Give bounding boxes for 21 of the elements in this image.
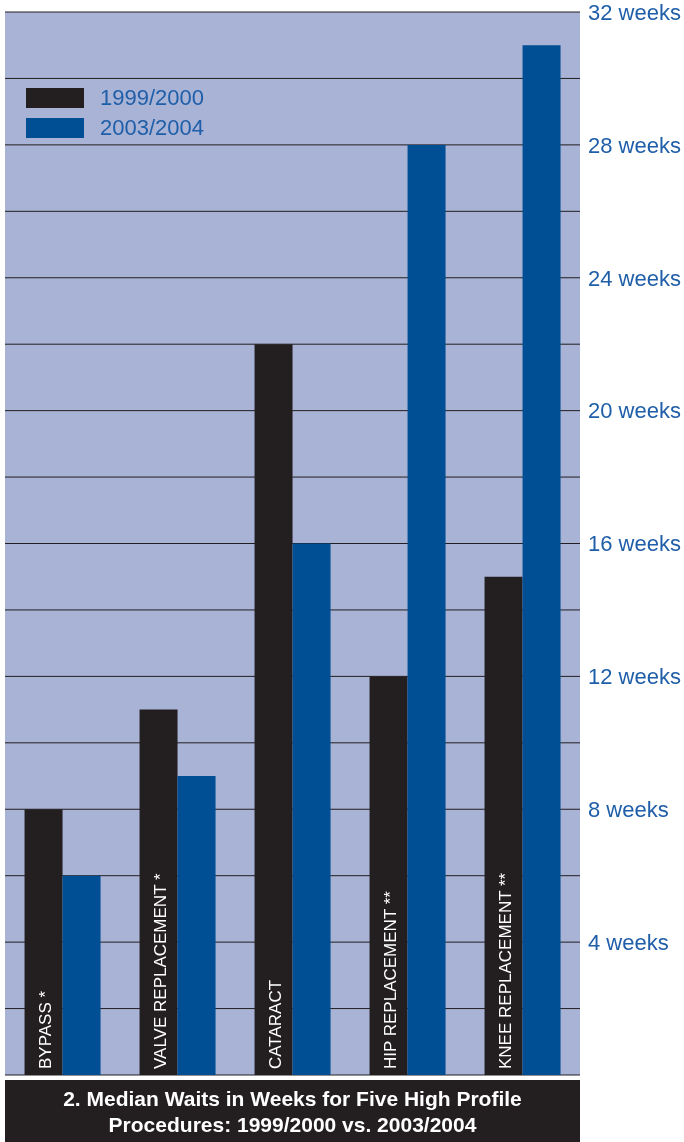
x-tick-label: HIP REPLACEMENT ** [380,890,400,1069]
y-tick-label: 4 weeks [588,929,669,955]
bar [407,144,446,1075]
x-tick-label: VALVE REPLACEMENT * [150,873,170,1069]
y-tick-label: 16 weeks [588,531,681,557]
x-tick-label: KNEE REPLACEMENT ** [495,872,515,1069]
bar [292,543,331,1075]
legend-label: 1999/2000 [100,85,204,111]
bar [522,45,561,1075]
y-tick-label: 32 weeks [588,0,681,25]
y-tick-label: 8 weeks [588,797,669,823]
bar [177,776,216,1075]
y-tick-label: 20 weeks [588,398,681,424]
y-tick-label: 24 weeks [588,265,681,291]
y-tick-label: 28 weeks [588,132,681,158]
x-tick-label: BYPASS * [35,990,55,1069]
x-tick-label: CATARACT [265,979,285,1069]
y-tick-label: 12 weeks [588,664,681,690]
legend-label: 2003/2004 [100,115,204,141]
text: 2. Median Waits in Weeks for Five High Profile Procedures: 1999/2000 vs. 2003/2004 [5,1080,580,1142]
bar [62,875,101,1075]
